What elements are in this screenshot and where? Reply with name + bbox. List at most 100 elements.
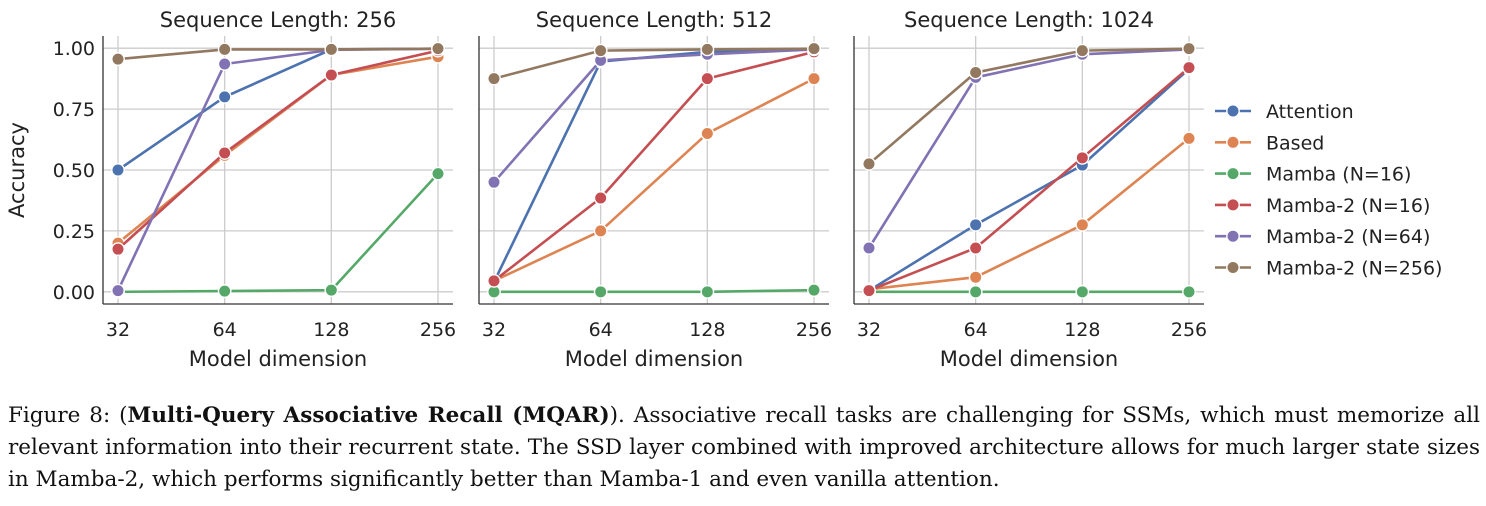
x-tick-label: 256 [420,319,456,341]
series-line-mamba-2-n-16 [117,49,439,251]
data-point-mamba-2-n-256 [487,71,501,86]
data-point-mamba-2-n-256 [1182,41,1196,56]
x-axis-label: Model dimension [940,347,1119,371]
series-line-attention [868,67,1190,292]
x-axis-label: Model dimension [565,347,744,371]
data-point-attention [111,163,125,177]
data-point-mamba-2-n-256 [431,41,445,56]
x-axis-label: Model dimension [189,347,368,371]
series-line-attention [492,48,815,283]
legend-label-mamba-2-n-64: Mamba-2 (N=64) [1266,226,1430,248]
legend-marker-mamba-2-n-16 [1226,197,1240,212]
data-point-mamba-2-n-64 [487,175,501,190]
y-tick-label: 0.00 [53,282,95,304]
series-line-mamba-n-16 [117,172,439,294]
legend-marker-based [1226,135,1240,150]
data-point-mamba-2-n-16 [700,71,715,86]
data-point-mamba-n-16 [431,166,445,181]
series-line-mamba-2-n-16 [868,66,1190,292]
panel-title: Sequence Length: 1024 [904,8,1154,32]
data-point-mamba-2-n-16 [487,273,501,288]
data-point-mamba-2-n-16 [862,283,876,298]
data-point-mamba-2-n-16 [324,68,339,82]
figure: 0.00 0.25 0.50 0.75 1.00 Accuracy 32 64 128 256 Mo… [5,8,1442,371]
data-point-mamba-2-n-256 [111,52,125,67]
data-point-mamba-2-n-64 [111,283,125,298]
data-point-mamba-n-16 [593,284,608,299]
data-point-mamba-n-16 [217,284,232,298]
x-tick-label: 32 [106,319,130,341]
data-point-mamba-n-16 [968,284,983,299]
legend-marker-attention [1226,104,1240,118]
x-tick-label: 64 [589,319,613,341]
data-point-mamba-2-n-16 [1182,60,1196,75]
data-point-mamba-2-n-16 [593,191,608,205]
data-point-mamba-n-16 [1182,284,1196,299]
legend-label-mamba-2-n-256: Mamba-2 (N=256) [1266,258,1442,280]
series-line-based [117,55,439,245]
data-point-mamba-2-n-256 [324,42,339,57]
data-point-mamba-2-n-256 [807,41,821,56]
data-point-mamba-n-16 [700,284,715,299]
figure-caption: Figure 8: (Multi-Query Associative Recal… [8,400,1480,496]
data-point-mamba-2-n-16 [111,242,125,257]
panel-title: Sequence Length: 512 [536,8,773,32]
legend-label-based: Based [1266,132,1324,154]
panel-2: 32 64 128 256 Model dimension Sequence Length… [478,8,832,371]
data-point-mamba-2-n-256 [700,42,715,57]
caption-prefix: Figure 8: ( [8,403,128,428]
y-axis-label: Accuracy [5,122,29,218]
y-tick-label: 0.25 [53,221,95,243]
series-line-mamba-n-16 [494,288,815,294]
data-point-based [1075,217,1090,232]
data-point-mamba-2-n-256 [217,42,232,57]
caption-bold: Multi-Query Associative Recall (MQAR) [127,403,610,428]
caption-text: ). Associative recall tasks are challeng… [8,403,1480,492]
legend-label-mamba-2-n-16: Mamba-2 (N=16) [1266,195,1430,217]
x-tick-label: 256 [1171,319,1207,341]
data-point-based [593,224,608,238]
series-line-mamba-2-n-64 [493,48,815,184]
data-point-mamba-2-n-16 [968,241,983,255]
x-tick-label: 64 [213,319,237,341]
data-point-attention [217,90,232,104]
x-tick-label: 32 [482,319,506,341]
y-tick-label: 0.75 [53,99,95,121]
data-point-mamba-2-n-256 [1075,43,1090,58]
x-tick-label: 32 [857,319,881,341]
series-line-mamba-2-n-256 [868,47,1190,165]
series-line-based [493,77,815,283]
series-line-mamba-2-n-16 [493,50,815,282]
panel-3: 32 64 128 256 Model dimension Sequence Length… [853,8,1207,371]
data-point-mamba-2-n-256 [862,157,876,171]
x-tick-label: 128 [689,319,725,341]
data-point-attention [968,217,983,232]
data-point-mamba-n-16 [324,283,339,298]
series-line-mamba-2-n-256 [117,47,439,61]
legend: Attention Based Mamba (N=16) Mamba-2 (N=16)… [1215,101,1442,280]
data-point-mamba-2-n-16 [217,146,232,160]
data-point-mamba-2-n-64 [217,57,232,71]
data-point-mamba-2-n-256 [593,43,608,58]
x-tick-label: 64 [964,319,988,341]
data-point-mamba-2-n-64 [862,241,876,255]
legend-marker-mamba-2-n-256 [1226,260,1240,275]
x-tick-label: 256 [796,319,832,341]
y-tick-label: 0.50 [53,160,95,182]
x-tick-label: 128 [1064,319,1100,341]
data-point-mamba-n-16 [1075,284,1090,299]
legend-label-mamba-n-16: Mamba (N=16) [1266,164,1411,186]
x-tick-label: 128 [313,319,349,341]
panel-1: 0.00 0.25 0.50 0.75 1.00 Accuracy 32 64 128 256 Mo… [5,8,456,371]
data-point-based [1182,131,1196,146]
data-point-mamba-n-16 [807,283,821,298]
series-line-mamba-2-n-256 [493,47,815,80]
data-point-based [700,126,715,141]
series-line-based [868,137,1190,291]
data-point-mamba-2-n-256 [968,65,983,80]
legend-marker-mamba-n-16 [1226,166,1240,181]
legend-marker-mamba-2-n-64 [1226,229,1240,244]
data-point-mamba-2-n-16 [1075,150,1090,165]
y-tick-label: 1.00 [53,38,95,60]
data-point-based [807,71,821,86]
